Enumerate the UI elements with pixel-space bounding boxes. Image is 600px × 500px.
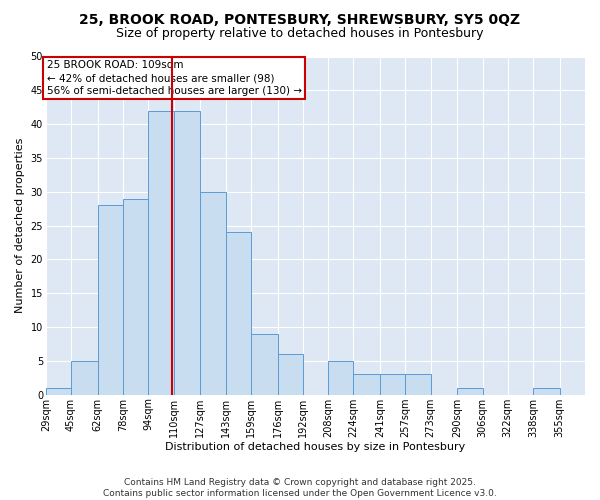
Y-axis label: Number of detached properties: Number of detached properties bbox=[15, 138, 25, 314]
Bar bbox=[98, 206, 123, 394]
Bar bbox=[173, 110, 200, 395]
Bar bbox=[457, 388, 482, 394]
Bar bbox=[278, 354, 303, 395]
X-axis label: Distribution of detached houses by size in Pontesbury: Distribution of detached houses by size … bbox=[165, 442, 466, 452]
Bar bbox=[353, 374, 380, 394]
Text: 25, BROOK ROAD, PONTESBURY, SHREWSBURY, SY5 0QZ: 25, BROOK ROAD, PONTESBURY, SHREWSBURY, … bbox=[79, 12, 521, 26]
Bar bbox=[328, 361, 353, 394]
Bar bbox=[405, 374, 431, 394]
Bar bbox=[71, 361, 98, 394]
Bar bbox=[148, 110, 173, 395]
Text: Size of property relative to detached houses in Pontesbury: Size of property relative to detached ho… bbox=[116, 28, 484, 40]
Bar bbox=[533, 388, 560, 394]
Bar bbox=[251, 334, 278, 394]
Bar bbox=[46, 388, 71, 394]
Bar bbox=[380, 374, 405, 394]
Bar bbox=[200, 192, 226, 394]
Bar bbox=[226, 232, 251, 394]
Bar bbox=[123, 198, 148, 394]
Text: 25 BROOK ROAD: 109sqm
← 42% of detached houses are smaller (98)
56% of semi-deta: 25 BROOK ROAD: 109sqm ← 42% of detached … bbox=[47, 60, 302, 96]
Text: Contains HM Land Registry data © Crown copyright and database right 2025.
Contai: Contains HM Land Registry data © Crown c… bbox=[103, 478, 497, 498]
